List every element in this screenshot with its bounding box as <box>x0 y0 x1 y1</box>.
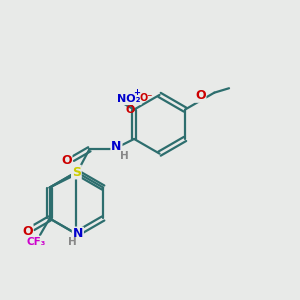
Text: H: H <box>120 151 129 161</box>
Text: S: S <box>72 166 81 178</box>
Text: O: O <box>125 105 135 115</box>
Text: NO₂: NO₂ <box>117 94 141 104</box>
Text: +: + <box>134 88 141 97</box>
Text: O: O <box>195 89 206 102</box>
Text: CF₃: CF₃ <box>27 236 46 247</box>
Text: O: O <box>22 225 33 238</box>
Text: H: H <box>68 237 76 247</box>
Text: N: N <box>73 227 83 240</box>
Text: N: N <box>111 140 122 153</box>
Text: O: O <box>61 154 72 167</box>
Text: O⁻: O⁻ <box>139 93 153 103</box>
